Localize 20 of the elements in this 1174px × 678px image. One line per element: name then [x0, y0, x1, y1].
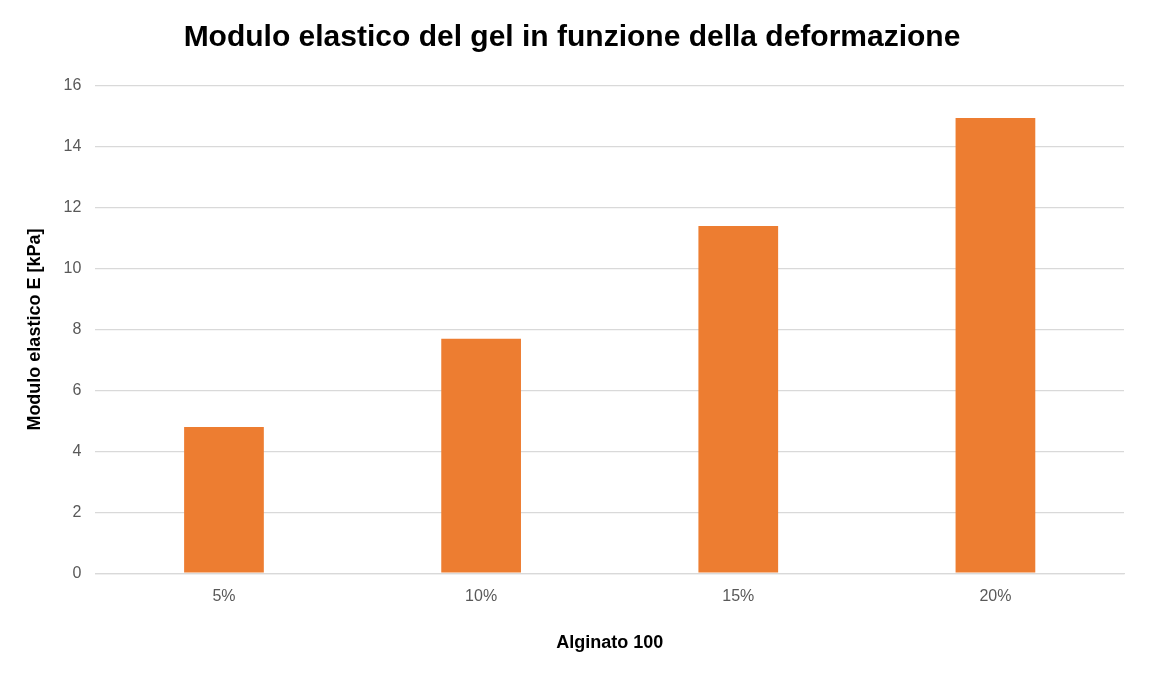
y-tick-label: 8 — [72, 320, 82, 338]
y-tick-label: 6 — [72, 380, 82, 398]
y-tick-label: 10 — [63, 259, 82, 277]
bar — [698, 226, 779, 573]
x-tick-label: 10% — [465, 587, 498, 605]
bar — [955, 117, 1036, 573]
bar — [441, 338, 521, 573]
x-tick-label: 20% — [979, 587, 1012, 605]
x-tick-label: 15% — [722, 587, 755, 605]
y-tick-label: 4 — [72, 441, 82, 459]
bar — [184, 427, 264, 573]
y-tick-label: 16 — [63, 76, 82, 94]
y-axis-title: Modulo elastico E [kPa] — [23, 228, 44, 431]
y-tick-label: 12 — [63, 198, 82, 216]
y-tick-label: 14 — [63, 137, 82, 155]
x-tick-label: 5% — [212, 587, 236, 605]
x-axis-title: Alginato 100 — [556, 632, 664, 653]
y-tick-label: 2 — [72, 502, 82, 520]
y-tick-label: 0 — [72, 563, 82, 581]
chart-title: Modulo elastico del gel in funzione della deformazione — [183, 19, 961, 53]
